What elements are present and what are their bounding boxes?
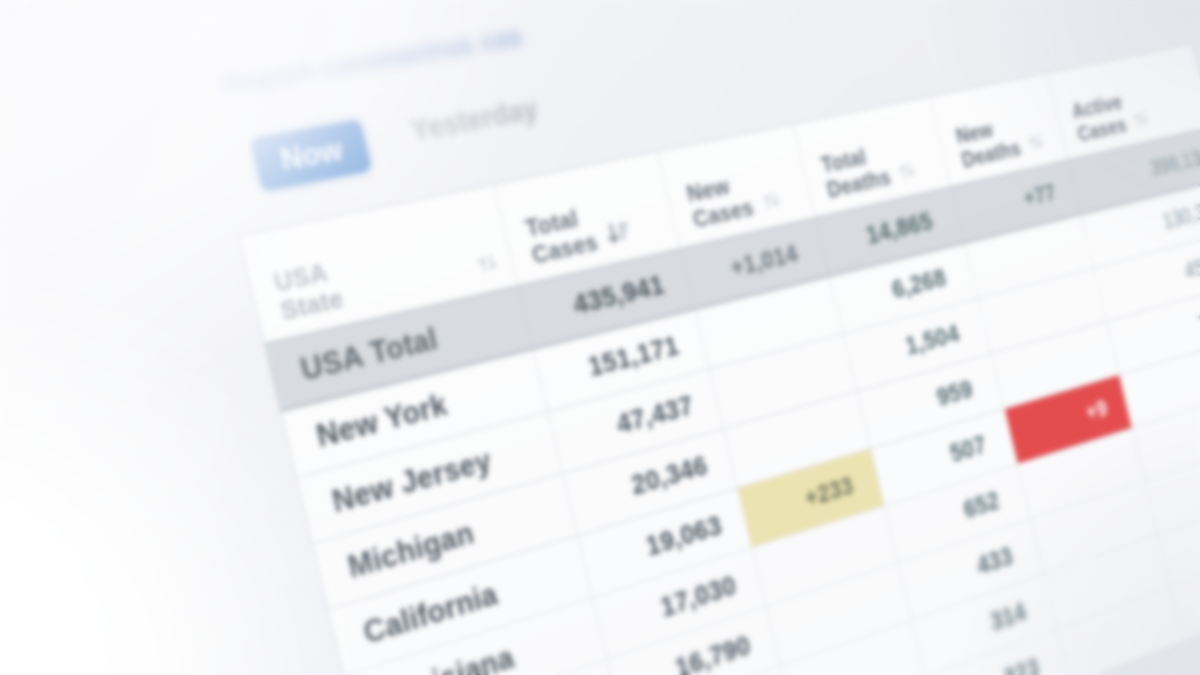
sort-descending-icon[interactable]	[601, 214, 636, 251]
column-label: Total Deaths	[818, 143, 894, 203]
report-cases-link[interactable]: Report coronavirus cas	[218, 21, 526, 101]
yesterday-tab-button[interactable]: Yesterday	[407, 92, 541, 148]
states-table: USA State Total Cases New Cas	[237, 43, 1200, 675]
sort-updown-icon[interactable]	[1130, 105, 1154, 132]
screen-content: Report coronavirus cas Now Yesterday USA…	[203, 0, 1200, 675]
sort-updown-icon[interactable]	[894, 156, 921, 186]
column-label: USA State	[270, 256, 347, 326]
sort-updown-icon[interactable]	[757, 185, 785, 216]
sort-updown-icon[interactable]	[1024, 128, 1049, 156]
column-label: New Cases	[684, 171, 757, 233]
now-tab-button[interactable]: Now	[249, 119, 373, 192]
sort-updown-icon[interactable]	[471, 247, 503, 281]
column-label: Active Cases	[1069, 89, 1129, 147]
column-label: Total Cases	[522, 203, 601, 270]
column-label: New Deaths	[953, 116, 1024, 173]
